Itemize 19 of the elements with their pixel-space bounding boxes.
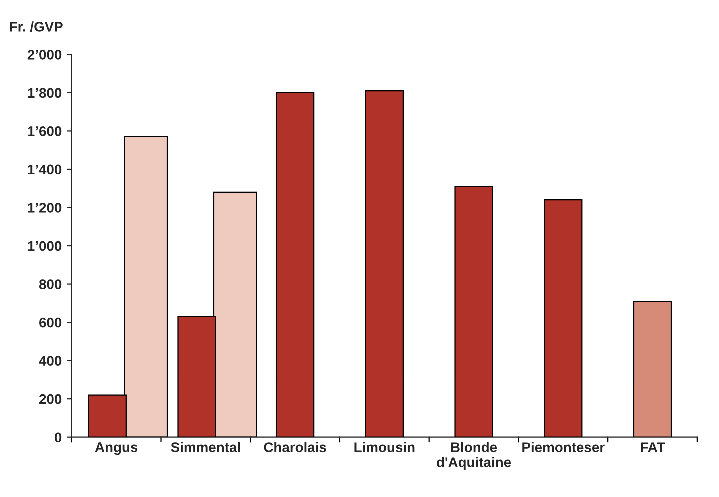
y-tick-label: 1’600 bbox=[28, 126, 62, 136]
y-tick-label: 800 bbox=[39, 280, 62, 290]
x-tick-label: Blonde d'Aquitaine bbox=[437, 442, 512, 470]
y-tick-label: 2’000 bbox=[28, 50, 62, 60]
x-tick-label: Simmental bbox=[171, 442, 240, 452]
x-tick-label: Charolais bbox=[264, 442, 326, 452]
y-tick-label: 1’400 bbox=[28, 164, 62, 175]
y-tick-label: 1’200 bbox=[28, 203, 62, 213]
y-tick-label: 1’000 bbox=[28, 241, 62, 252]
y-tick-label: 600 bbox=[40, 318, 62, 328]
x-tick-label: Piemonteser bbox=[522, 442, 605, 452]
x-tick-label: FAT bbox=[641, 442, 666, 452]
x-tick-label: Limousin bbox=[354, 442, 415, 452]
y-tick-label: 200 bbox=[39, 394, 62, 404]
y-tick-label: 0 bbox=[55, 432, 62, 443]
x-tick-label: Angus bbox=[95, 442, 138, 456]
y-tick-label: 1’800 bbox=[28, 88, 62, 98]
y-tick-label: 400 bbox=[39, 356, 62, 366]
y-axis-title: Fr. /GVP bbox=[10, 22, 63, 32]
